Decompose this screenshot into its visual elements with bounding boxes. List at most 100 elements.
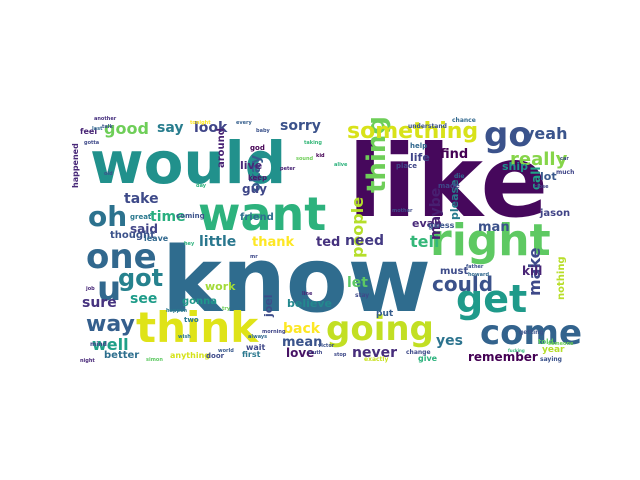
cloud-word-taking: taking [304, 140, 322, 146]
cloud-word-thought: thought [110, 230, 155, 241]
cloud-word-would: would [90, 129, 286, 197]
cloud-word-thank: thank [252, 235, 294, 250]
cloud-word-like: like [348, 123, 548, 240]
cloud-word-line: line [302, 291, 313, 297]
cloud-word-night: night [80, 358, 95, 364]
cloud-word-let: let [347, 275, 368, 291]
cloud-word-keep: keep [248, 174, 267, 182]
cloud-word-good: good [104, 119, 149, 138]
cloud-word-mr: mr [250, 254, 258, 260]
cloud-word-guess: guess [428, 221, 455, 230]
cloud-word-oh: oh [88, 200, 127, 233]
cloud-word-thing: thing [362, 116, 392, 193]
cloud-word-tonight: tonight [190, 120, 211, 126]
cloud-word-love: love [286, 346, 314, 360]
cloud-word-work: work [205, 280, 236, 293]
cloud-word-guy: guy [242, 182, 267, 196]
cloud-word-anything: anything [170, 351, 210, 360]
cloud-word-find: find [440, 147, 468, 162]
cloud-word-always: always [248, 334, 267, 340]
cloud-word-change: change [406, 349, 431, 356]
cloud-word-told: told [538, 338, 554, 346]
cloud-word-god: god [250, 144, 265, 152]
cloud-word-remember: remember [468, 350, 538, 364]
cloud-word-another: another [94, 116, 117, 122]
cloud-word-howard: howard [468, 272, 489, 278]
cloud-word-think: think [136, 303, 259, 352]
cloud-word-peter: peter [280, 166, 296, 172]
cloud-word-father: father [466, 264, 484, 270]
cloud-word-little: little [199, 234, 236, 250]
cloud-word-get: get [456, 277, 527, 321]
cloud-word-need: need [345, 233, 384, 249]
cloud-word-coming: coming [176, 212, 205, 220]
cloud-word-two: two [184, 316, 199, 324]
cloud-word-please: please [448, 179, 461, 220]
cloud-word-said: said [130, 222, 158, 236]
cloud-word-sorry: sorry [280, 118, 321, 134]
cloud-word-around: around [216, 128, 227, 168]
cloud-word-exactly: exactly [364, 356, 388, 363]
cloud-word-fucking: fucking [508, 348, 525, 353]
cloud-word-got: got [118, 264, 163, 292]
cloud-word-someone: someone [548, 341, 574, 347]
cloud-word-right: right [430, 215, 551, 266]
cloud-word-talk: talk [102, 124, 113, 130]
cloud-word-getting: getting [519, 329, 544, 336]
cloud-word-yeah: yeah [524, 124, 567, 143]
cloud-word-baby: baby [256, 128, 271, 134]
cloud-word-mother: mother [392, 208, 413, 214]
cloud-word-help: help [410, 142, 427, 150]
cloud-word-never: never [352, 345, 397, 361]
cloud-word-saying: saying [540, 356, 562, 363]
cloud-word-mind: mind [90, 341, 107, 348]
cloud-word-door: door [206, 352, 225, 360]
cloud-word-one: one [86, 237, 157, 277]
cloud-word-much: much [556, 169, 574, 176]
cloud-word-sound: sound [296, 156, 314, 162]
cloud-word-old: old [104, 171, 113, 177]
cloud-word-put: put [376, 309, 394, 319]
cloud-word-ship: ship [502, 160, 528, 173]
cloud-word-give: give [418, 354, 438, 363]
cloud-word-every: every [236, 120, 253, 126]
cloud-word-make: make [525, 247, 544, 296]
cloud-word-okay: okay [248, 155, 264, 192]
cloud-word-die: die [454, 173, 464, 180]
cloud-word-last: last [92, 126, 103, 132]
cloud-word-say: say [157, 120, 183, 136]
cloud-word-people: people [348, 197, 367, 258]
cloud-word-want: want [198, 187, 326, 241]
cloud-background [80, 120, 570, 364]
cloud-word-wish: wish [178, 334, 191, 340]
cloud-word-truth: truth [308, 350, 323, 356]
cloud-word-year: year [542, 345, 565, 355]
cloud-word-first: first [242, 350, 261, 359]
cloud-word-must: must [440, 266, 468, 277]
cloud-word-feel: feel [80, 127, 97, 136]
cloud-word-happened: happened [71, 143, 80, 188]
cloud-word-lot: lot [540, 170, 557, 183]
cloud-word-live: live [240, 159, 262, 172]
cloud-word-believe: believe [287, 297, 332, 310]
cloud-word-hey: hey [184, 241, 195, 247]
cloud-word-made: made [438, 182, 460, 190]
cloud-word-take: take [124, 191, 159, 207]
cloud-word-close: close [534, 184, 549, 190]
cloud-word-ted: ted [316, 235, 340, 250]
cloud-word-time: time [150, 209, 186, 225]
cloud-word-chance: chance [452, 117, 476, 124]
cloud-word-understand: understand [408, 123, 447, 130]
cloud-word-friend: friend [240, 212, 274, 223]
cloud-word-better: better [104, 350, 139, 361]
cloud-word-world: world [218, 348, 234, 354]
cloud-word-kill: kill [522, 264, 542, 278]
cloud-word-jason: jason [539, 208, 570, 219]
cloud-word-morning: morning [262, 329, 286, 335]
cloud-word-nothing: nothing [556, 256, 567, 300]
cloud-word-stop: stop [334, 352, 347, 358]
cloud-word-great: great [130, 213, 152, 221]
cloud-word-life: life [410, 151, 430, 164]
cloud-word-victor: victor [318, 343, 335, 349]
